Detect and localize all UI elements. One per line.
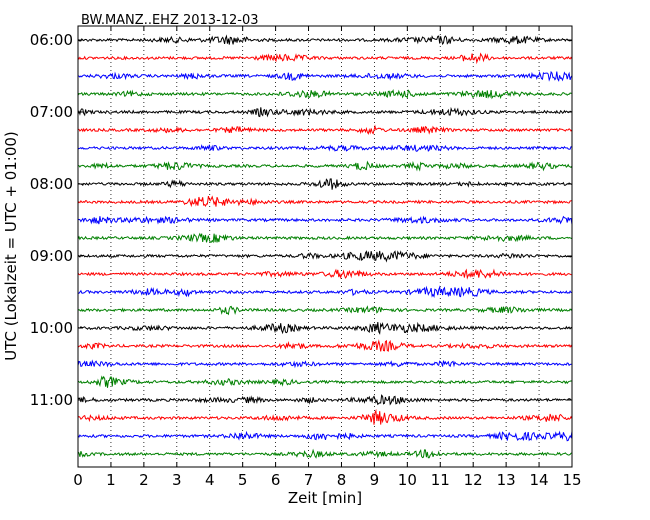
seismic-traces — [77, 34, 573, 459]
trace-0645 — [77, 89, 572, 100]
trace-0845 — [77, 232, 573, 244]
x-tick-label: 2 — [139, 471, 149, 489]
trace-1100 — [77, 394, 573, 406]
x-tick-label: 12 — [464, 471, 483, 489]
chart-title: BW.MANZ..EHZ 2013-12-03 — [81, 13, 259, 28]
trace-0745 — [77, 160, 573, 172]
trace-1045 — [77, 375, 573, 388]
y-axis: 06:00 07:00 08:00 09:00 10:00 11:00 — [30, 31, 572, 409]
x-tick-label: 9 — [370, 471, 380, 489]
y-tick-label: 11:00 — [30, 391, 73, 409]
x-axis-label: Zeit [min] — [288, 489, 362, 507]
trace-1130 — [77, 430, 573, 442]
x-tick-label: 7 — [304, 471, 314, 489]
trace-0915 — [77, 268, 573, 280]
trace-0715 — [78, 124, 573, 136]
y-tick-label: 10:00 — [30, 319, 73, 337]
trace-0900 — [77, 250, 573, 263]
y-tick-label: 09:00 — [30, 247, 73, 265]
x-tick-label: 11 — [431, 471, 450, 489]
trace-0830 — [77, 215, 573, 225]
x-tick-label: 6 — [271, 471, 281, 489]
trace-0700 — [77, 106, 573, 118]
grid-lines — [110, 26, 540, 467]
x-tick-label: 5 — [238, 471, 248, 489]
x-tick-label: 0 — [73, 471, 83, 489]
x-tick-label: 10 — [398, 471, 417, 489]
trace-0945 — [77, 305, 573, 316]
plot-frame — [77, 25, 573, 468]
trace-0630 — [77, 70, 573, 82]
trace-0930 — [77, 285, 573, 298]
trace-0730 — [77, 144, 573, 153]
x-tick-label: 14 — [530, 471, 549, 489]
trace-1015 — [77, 339, 573, 352]
trace-0800 — [78, 178, 573, 190]
trace-1145 — [77, 448, 573, 459]
x-tick-label: 3 — [172, 471, 182, 489]
trace-0815 — [77, 195, 573, 208]
y-tick-label: 08:00 — [30, 175, 73, 193]
trace-1115 — [77, 408, 573, 425]
y-tick-label: 07:00 — [30, 103, 73, 121]
x-tick-label: 8 — [337, 471, 347, 489]
trace-1000 — [77, 321, 573, 335]
x-tick-label: 1 — [106, 471, 116, 489]
y-tick-label: 06:00 — [30, 31, 73, 49]
x-axis: 0 1 2 3 4 5 6 7 8 9 10 11 12 13 14 15 — [73, 26, 582, 489]
x-tick-label: 4 — [205, 471, 215, 489]
trace-1030 — [77, 359, 573, 369]
x-tick-label: 15 — [562, 471, 581, 489]
trace-0600 — [77, 34, 573, 46]
x-tick-label: 13 — [497, 471, 516, 489]
trace-0615 — [77, 52, 573, 65]
y-axis-label: UTC (Lokalzeit = UTC + 01:00) — [2, 131, 20, 361]
